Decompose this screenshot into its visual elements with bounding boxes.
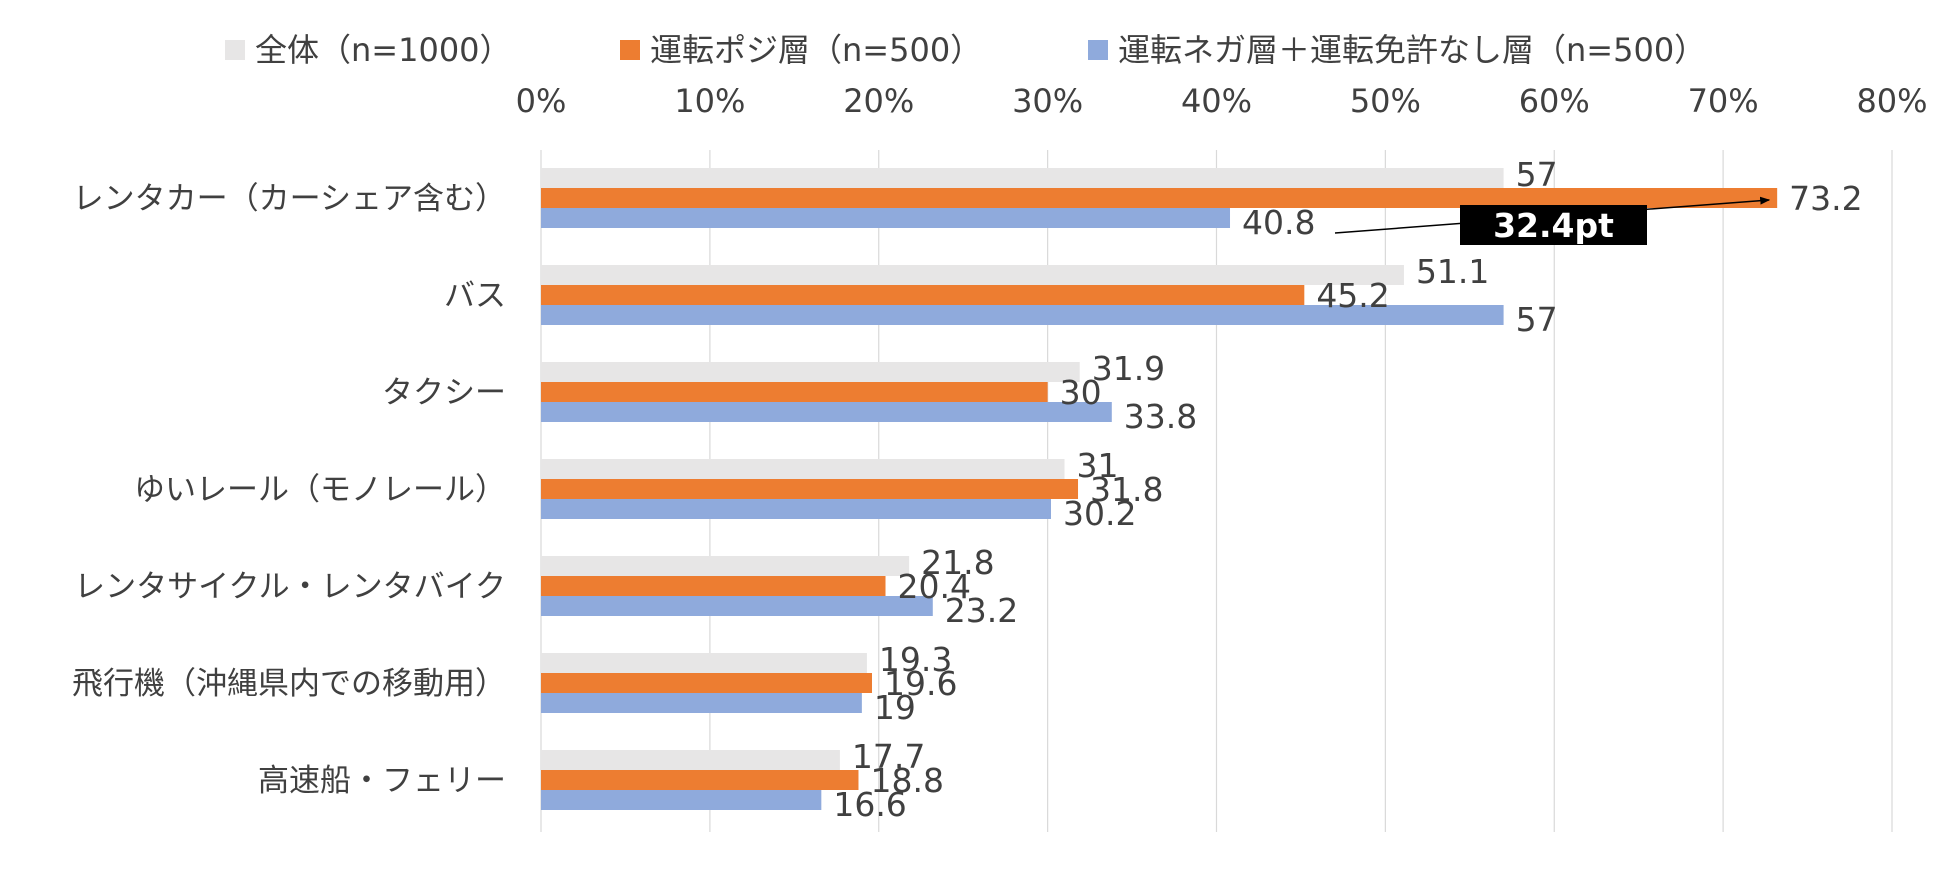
data-label: 18.8 xyxy=(870,761,943,800)
category-label: ゆいレール（モノレール） xyxy=(134,472,506,508)
bar xyxy=(541,479,1079,499)
bar xyxy=(541,459,1065,479)
x-tick-label: 0% xyxy=(516,82,567,120)
gridlines xyxy=(540,150,1893,832)
bar xyxy=(541,556,910,576)
x-tick-label: 80% xyxy=(1856,82,1927,120)
bar xyxy=(541,208,1231,228)
legend-label: 運転ポジ層（n=500） xyxy=(650,31,982,69)
legend-swatch xyxy=(225,40,245,60)
data-label: 73.2 xyxy=(1789,179,1862,218)
data-label: 23.2 xyxy=(945,591,1018,630)
bar xyxy=(541,693,862,713)
data-label: 31 xyxy=(1077,446,1119,485)
x-tick-label: 60% xyxy=(1519,82,1590,120)
data-label: 57 xyxy=(1516,155,1558,194)
difference-label-box xyxy=(1460,205,1647,245)
bar xyxy=(541,168,1504,188)
category-label: 高速船・フェリー xyxy=(258,763,506,799)
data-label: 19.3 xyxy=(879,640,952,679)
bars xyxy=(541,168,1778,810)
data-labels: 57 51.1 31.9 31 21.8 19.3 17.7 73.2 45.2 30 31.8 20… xyxy=(833,155,1862,824)
data-label: 30 xyxy=(1060,373,1102,412)
annotations: 32.4pt xyxy=(1334,196,1771,245)
data-label: 33.8 xyxy=(1124,397,1197,436)
legend-swatch xyxy=(1088,40,1108,60)
category-label: タクシー xyxy=(382,375,506,411)
bar xyxy=(541,750,840,770)
data-label: 31.9 xyxy=(1092,349,1165,388)
x-tick-label: 30% xyxy=(1012,82,1083,120)
bar xyxy=(541,673,872,693)
data-label: 19.6 xyxy=(884,664,957,703)
bar xyxy=(541,499,1052,519)
data-label: 57 xyxy=(1516,300,1558,339)
category-label: バス xyxy=(444,278,506,314)
bar xyxy=(541,188,1778,208)
data-label: 45.2 xyxy=(1316,276,1389,315)
data-label: 40.8 xyxy=(1242,203,1315,242)
bar xyxy=(541,790,822,810)
bar xyxy=(541,402,1112,422)
data-label: 51.1 xyxy=(1416,252,1489,291)
difference-label: 32.4pt xyxy=(1493,206,1614,245)
bar xyxy=(541,770,859,790)
bar xyxy=(541,265,1404,285)
data-label: 17.7 xyxy=(852,737,925,776)
x-tick-label: 20% xyxy=(843,82,914,120)
data-label: 16.6 xyxy=(833,785,906,824)
bar xyxy=(541,362,1080,382)
legend-label: 運転ネガ層＋運転免許なし層（n=500） xyxy=(1118,31,1706,69)
bar xyxy=(541,305,1504,325)
bar xyxy=(541,653,867,673)
legend: 全体（n=1000） 運転ポジ層（n=500） 運転ネガ層＋運転免許なし層（n=50… xyxy=(225,31,1706,69)
category-label: 飛行機（沖縄県内での移動用） xyxy=(72,666,506,702)
data-label: 30.2 xyxy=(1063,494,1136,533)
bar xyxy=(541,576,886,596)
data-label: 20.4 xyxy=(898,567,971,606)
x-tick-label: 40% xyxy=(1181,82,1252,120)
data-label: 21.8 xyxy=(921,543,994,582)
legend-swatch xyxy=(620,40,640,60)
data-label: 19 xyxy=(874,688,916,727)
bar xyxy=(541,285,1305,305)
data-label: 31.8 xyxy=(1090,470,1163,509)
bar xyxy=(541,596,933,616)
bar xyxy=(541,382,1048,402)
x-tick-label: 10% xyxy=(674,82,745,120)
x-tick-label: 70% xyxy=(1688,82,1759,120)
category-label: レンタサイクル・レンタバイク xyxy=(74,569,506,605)
category-label: レンタカー（カーシェア含む） xyxy=(73,181,506,217)
x-tick-label: 50% xyxy=(1350,82,1421,120)
x-axis-ticks: 0% 10% 20% 30% 40% 50% 60% 70% 80% xyxy=(516,82,1928,120)
legend-label: 全体（n=1000） xyxy=(255,31,512,69)
